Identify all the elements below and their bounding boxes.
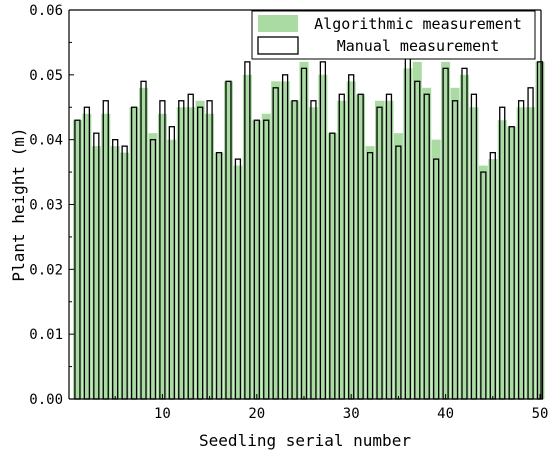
- bar-algorithmic: [261, 113, 271, 399]
- bar-algorithmic: [535, 61, 545, 399]
- bar-algorithmic: [233, 165, 243, 399]
- bar-algorithmic: [205, 113, 215, 399]
- bar-algorithmic: [318, 74, 328, 399]
- bar-algorithmic: [167, 139, 177, 399]
- y-tick-label: 0.04: [29, 133, 63, 149]
- x-tick-label: 40: [437, 406, 454, 422]
- legend: Algorithmic measurement Manual measureme…: [251, 10, 536, 60]
- bar-algorithmic: [299, 61, 309, 399]
- bar-algorithmic: [507, 126, 517, 399]
- x-tick-label: 50: [532, 406, 549, 422]
- legend-swatch-manual: [257, 36, 299, 55]
- bar-algorithmic: [488, 159, 498, 399]
- y-tick-label: 0.05: [29, 68, 63, 84]
- bar-algorithmic: [516, 107, 526, 399]
- legend-swatch-algorithmic: [258, 15, 298, 32]
- bar-algorithmic: [120, 152, 130, 399]
- x-tick-label: 10: [154, 406, 171, 422]
- bar-algorithmic: [403, 68, 413, 399]
- bar-algorithmic: [271, 81, 281, 400]
- bars-layer: [72, 54, 545, 400]
- bar-algorithmic: [82, 113, 92, 399]
- bar-algorithmic: [450, 87, 460, 400]
- bar-algorithmic: [223, 81, 233, 400]
- bar-algorithmic: [72, 120, 82, 399]
- bar-algorithmic: [441, 61, 451, 399]
- x-tick-label: 30: [343, 406, 360, 422]
- y-tick-label: 0.06: [29, 3, 63, 19]
- bar-algorithmic: [431, 139, 441, 399]
- bar-algorithmic: [129, 107, 139, 399]
- bar-algorithmic: [280, 81, 290, 400]
- bar-algorithmic: [337, 100, 347, 400]
- bar-algorithmic: [157, 113, 167, 399]
- bar-algorithmic: [252, 120, 262, 399]
- legend-label-algorithmic: Algorithmic measurement: [314, 15, 522, 33]
- bar-algorithmic: [459, 74, 469, 399]
- bar-algorithmic: [242, 74, 252, 399]
- bar-algorithmic: [101, 113, 111, 399]
- bar-algorithmic: [375, 100, 385, 400]
- bar-algorithmic: [186, 107, 196, 399]
- y-tick-label: 0.03: [29, 198, 63, 214]
- bar-algorithmic: [384, 100, 394, 400]
- bar-algorithmic: [110, 146, 120, 399]
- legend-box: [251, 10, 536, 60]
- y-tick-label: 0.01: [29, 327, 63, 343]
- bar-algorithmic: [346, 81, 356, 400]
- bar-algorithmic: [393, 133, 403, 399]
- bar-algorithmic: [214, 152, 224, 399]
- bar-algorithmic: [195, 100, 205, 400]
- y-tick-label: 0.02: [29, 262, 63, 278]
- x-axis-title: Seedling serial number: [199, 431, 411, 450]
- bar-algorithmic: [308, 107, 318, 399]
- bar-algorithmic: [290, 100, 300, 400]
- bar-algorithmic: [365, 146, 375, 399]
- bar-algorithmic: [327, 133, 337, 399]
- bar-algorithmic: [139, 87, 149, 400]
- bar-algorithmic: [91, 146, 101, 399]
- bar-algorithmic: [148, 133, 158, 399]
- bar-algorithmic: [469, 107, 479, 399]
- bar-algorithmic: [412, 61, 422, 399]
- bar-algorithmic: [526, 107, 536, 399]
- legend-label-manual: Manual measurement: [337, 37, 500, 55]
- ticks-layer: 0.00 0.01 0.02 0.03 0.04 0.05 0.06 10 20 30 40 50: [29, 3, 548, 422]
- bar-algorithmic: [422, 87, 432, 400]
- y-tick-label: 0.00: [29, 392, 63, 408]
- x-tick-label: 20: [248, 406, 265, 422]
- bar-algorithmic: [176, 107, 186, 399]
- bar-algorithmic: [356, 94, 366, 400]
- bar-algorithmic: [478, 165, 488, 399]
- bar-algorithmic: [497, 120, 507, 399]
- y-axis-title: Plant height (m): [9, 127, 28, 281]
